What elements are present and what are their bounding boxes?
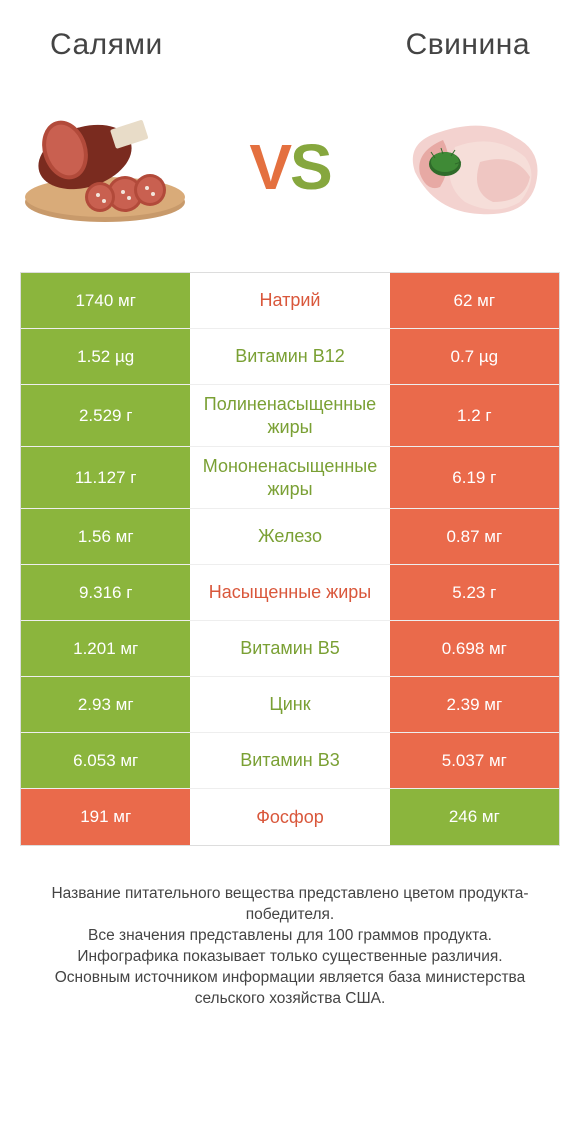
value-right: 246 мг	[390, 789, 559, 845]
value-right: 1.2 г	[390, 385, 559, 446]
nutrient-label: Витамин B3	[190, 733, 389, 788]
value-left: 2.93 мг	[21, 677, 190, 732]
table-row: 2.529 гПолиненасыщенные жиры1.2 г	[21, 385, 559, 447]
value-right: 6.19 г	[390, 447, 559, 508]
nutrient-label: Витамин B5	[190, 621, 389, 676]
table-row: 1740 мгНатрий62 мг	[21, 273, 559, 329]
nutrient-label: Мононенасыщенные жиры	[190, 447, 389, 508]
value-left: 2.529 г	[21, 385, 190, 446]
nutrient-label: Натрий	[190, 273, 389, 328]
footnote-text: Название питательного вещества представл…	[30, 884, 550, 1010]
value-left: 191 мг	[21, 789, 190, 845]
value-right: 0.698 мг	[390, 621, 559, 676]
value-left: 11.127 г	[21, 447, 190, 508]
value-right: 5.037 мг	[390, 733, 559, 788]
hero-row: VS	[0, 72, 580, 272]
title-right: Свинина	[406, 28, 530, 62]
table-row: 191 мгФосфор246 мг	[21, 789, 559, 845]
value-right: 5.23 г	[390, 565, 559, 620]
nutrient-label: Насыщенные жиры	[190, 565, 389, 620]
value-left: 9.316 г	[21, 565, 190, 620]
table-row: 2.93 мгЦинк2.39 мг	[21, 677, 559, 733]
table-row: 11.127 гМононенасыщенные жиры6.19 г	[21, 447, 559, 509]
nutrient-label: Цинк	[190, 677, 389, 732]
salami-image	[15, 97, 195, 237]
vs-v: V	[249, 131, 290, 203]
title-left: Салями	[50, 28, 163, 62]
value-right: 0.87 мг	[390, 509, 559, 564]
pork-image	[385, 97, 565, 237]
table-row: 9.316 гНасыщенные жиры5.23 г	[21, 565, 559, 621]
nutrient-label: Витамин B12	[190, 329, 389, 384]
value-left: 1.56 мг	[21, 509, 190, 564]
value-left: 1.201 мг	[21, 621, 190, 676]
value-left: 6.053 мг	[21, 733, 190, 788]
value-right: 0.7 µg	[390, 329, 559, 384]
table-row: 1.201 мгВитамин B50.698 мг	[21, 621, 559, 677]
value-left: 1.52 µg	[21, 329, 190, 384]
value-right: 2.39 мг	[390, 677, 559, 732]
nutrient-label: Полиненасыщенные жиры	[190, 385, 389, 446]
table-row: 1.52 µgВитамин B120.7 µg	[21, 329, 559, 385]
nutrient-label: Фосфор	[190, 789, 389, 845]
table-row: 1.56 мгЖелезо0.87 мг	[21, 509, 559, 565]
nutrient-table: 1740 мгНатрий62 мг1.52 µgВитамин B120.7 …	[20, 272, 560, 846]
value-right: 62 мг	[390, 273, 559, 328]
header: Салями Свинина	[0, 0, 580, 72]
vs-badge: VS	[249, 135, 330, 199]
table-row: 6.053 мгВитамин B35.037 мг	[21, 733, 559, 789]
nutrient-label: Железо	[190, 509, 389, 564]
value-left: 1740 мг	[21, 273, 190, 328]
vs-s: S	[290, 131, 331, 203]
